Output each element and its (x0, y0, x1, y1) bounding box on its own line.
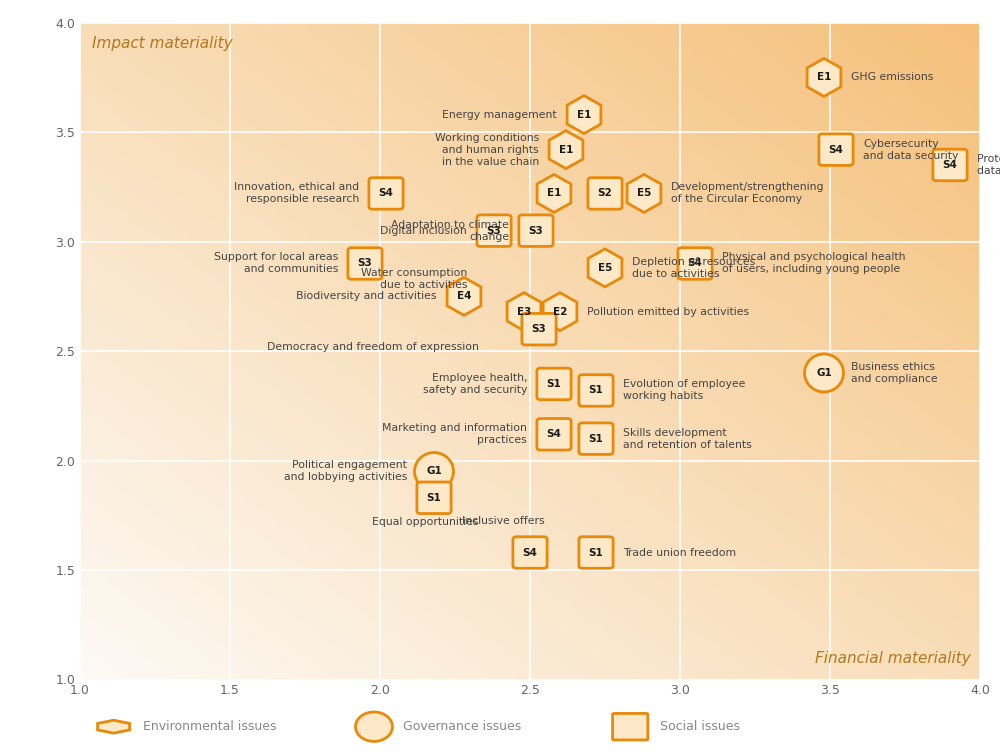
Text: S3: S3 (532, 324, 546, 334)
FancyBboxPatch shape (537, 418, 571, 450)
Text: G1: G1 (426, 467, 442, 476)
Text: E4: E4 (457, 291, 471, 301)
Text: Financial materiality: Financial materiality (815, 652, 971, 667)
Polygon shape (567, 96, 601, 134)
Text: S1: S1 (589, 386, 603, 396)
Text: Environmental issues: Environmental issues (143, 720, 276, 733)
Text: S4: S4 (688, 258, 702, 269)
Text: S3: S3 (529, 226, 543, 236)
Text: Political engagement
and lobbying activities: Political engagement and lobbying activi… (284, 461, 407, 482)
FancyBboxPatch shape (579, 537, 613, 569)
Text: Biodiversity and activities: Biodiversity and activities (296, 291, 437, 301)
FancyBboxPatch shape (477, 215, 511, 246)
FancyBboxPatch shape (579, 374, 613, 406)
Text: S1: S1 (589, 547, 603, 557)
Text: Trade union freedom: Trade union freedom (623, 547, 736, 557)
Ellipse shape (415, 452, 454, 491)
Text: Water consumption
due to activities: Water consumption due to activities (361, 268, 467, 290)
Polygon shape (98, 720, 130, 733)
Text: S4: S4 (523, 547, 537, 557)
FancyBboxPatch shape (588, 177, 622, 209)
FancyBboxPatch shape (579, 423, 613, 455)
Polygon shape (627, 174, 661, 212)
Polygon shape (807, 58, 841, 97)
Text: Innovation, ethical and
responsible research: Innovation, ethical and responsible rese… (234, 183, 359, 205)
Text: Equal opportunities: Equal opportunities (372, 517, 479, 527)
Text: Skills development
and retention of talents: Skills development and retention of tale… (623, 427, 752, 450)
Text: Working conditions
and human rights
in the value chain: Working conditions and human rights in t… (435, 133, 539, 167)
Text: Digital inclusion: Digital inclusion (380, 226, 467, 236)
Polygon shape (549, 131, 583, 168)
Polygon shape (543, 293, 577, 331)
FancyBboxPatch shape (819, 134, 853, 165)
Text: Social issues: Social issues (660, 720, 740, 733)
Text: S4: S4 (943, 160, 957, 170)
Text: S4: S4 (379, 189, 393, 199)
Polygon shape (447, 277, 481, 316)
Text: Marketing and information
practices: Marketing and information practices (382, 424, 527, 445)
Text: E1: E1 (547, 189, 561, 199)
Text: E3: E3 (517, 307, 531, 316)
Text: Governance issues: Governance issues (403, 720, 522, 733)
Text: Depletion of resources
due to activities: Depletion of resources due to activities (632, 257, 755, 279)
Text: Employee health,
safety and security: Employee health, safety and security (423, 373, 527, 395)
Text: Business ethics
and compliance: Business ethics and compliance (851, 362, 938, 384)
FancyBboxPatch shape (522, 313, 556, 345)
Text: Evolution of employee
working habits: Evolution of employee working habits (623, 380, 745, 402)
Text: E5: E5 (637, 189, 651, 199)
FancyBboxPatch shape (417, 482, 451, 513)
FancyBboxPatch shape (519, 215, 553, 246)
Text: E1: E1 (817, 72, 831, 82)
FancyBboxPatch shape (369, 177, 403, 209)
Text: Support for local areas
and communities: Support for local areas and communities (214, 252, 338, 275)
FancyBboxPatch shape (678, 248, 712, 279)
Text: Impact materiality: Impact materiality (92, 35, 233, 51)
Text: S3: S3 (358, 258, 372, 269)
Text: Pollution emitted by activities: Pollution emitted by activities (587, 307, 749, 316)
Text: Adaptation to climate
change: Adaptation to climate change (391, 220, 509, 242)
Text: Energy management: Energy management (442, 109, 557, 119)
FancyBboxPatch shape (613, 713, 648, 740)
Text: E2: E2 (553, 307, 567, 316)
Text: S3: S3 (487, 226, 501, 236)
Polygon shape (507, 293, 541, 331)
FancyBboxPatch shape (537, 368, 571, 399)
Text: G1: G1 (816, 368, 832, 378)
FancyBboxPatch shape (348, 248, 382, 279)
FancyBboxPatch shape (513, 537, 547, 569)
Text: Development/strengthening
of the Circular Economy: Development/strengthening of the Circula… (671, 183, 824, 205)
FancyBboxPatch shape (933, 149, 967, 180)
Polygon shape (588, 249, 622, 287)
Text: S4: S4 (547, 430, 561, 439)
Text: Protection of personal
data and privacy: Protection of personal data and privacy (977, 154, 1000, 176)
Polygon shape (537, 174, 571, 212)
Text: Cybersecurity
and data security: Cybersecurity and data security (863, 139, 958, 161)
Text: S1: S1 (589, 433, 603, 444)
Text: E1: E1 (559, 145, 573, 155)
Text: S1: S1 (547, 379, 561, 389)
Text: S1: S1 (427, 493, 441, 503)
Text: Democracy and freedom of expression: Democracy and freedom of expression (267, 342, 479, 352)
Text: E1: E1 (577, 109, 591, 119)
Ellipse shape (356, 712, 392, 741)
Ellipse shape (804, 354, 844, 392)
Text: S4: S4 (829, 145, 843, 155)
Text: S2: S2 (598, 189, 612, 199)
Text: Inclusive offers: Inclusive offers (462, 516, 544, 526)
Text: GHG emissions: GHG emissions (851, 72, 933, 82)
Text: E5: E5 (598, 263, 612, 273)
Text: Physical and psychological health
of users, including young people: Physical and psychological health of use… (722, 252, 905, 275)
